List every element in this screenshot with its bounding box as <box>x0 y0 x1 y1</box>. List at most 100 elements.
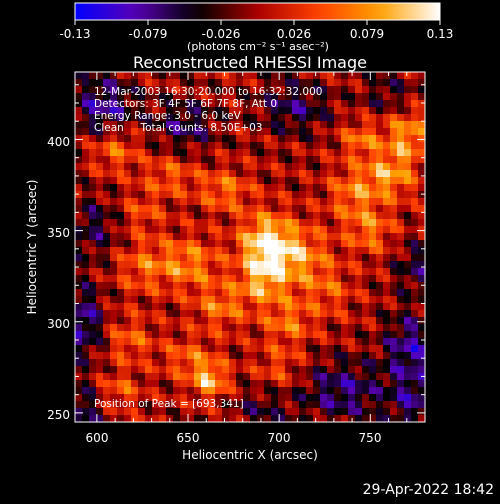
heatmap-pixel <box>313 72 321 80</box>
heatmap-pixel <box>306 177 314 185</box>
heatmap-pixel <box>411 226 419 234</box>
heatmap-pixel <box>75 114 83 122</box>
heatmap-pixel <box>383 317 391 325</box>
heatmap-pixel <box>404 198 412 206</box>
heatmap-pixel <box>397 135 405 143</box>
heatmap-pixel <box>348 401 356 409</box>
heatmap-pixel <box>411 394 419 402</box>
heatmap-pixel <box>306 331 314 339</box>
heatmap-pixel <box>383 233 391 241</box>
heatmap-pixel <box>320 408 328 416</box>
heatmap-pixel <box>327 345 335 353</box>
heatmap-pixel <box>271 205 279 213</box>
heatmap-pixel <box>103 394 111 402</box>
heatmap-pixel <box>201 114 209 122</box>
heatmap-pixel <box>390 275 398 283</box>
heatmap-pixel <box>215 254 223 262</box>
heatmap-pixel <box>222 163 230 171</box>
heatmap-pixel <box>355 135 363 143</box>
heatmap-pixel <box>278 331 286 339</box>
heatmap-pixel <box>278 310 286 318</box>
heatmap-pixel <box>180 121 188 129</box>
heatmap-pixel <box>383 387 391 395</box>
heatmap-pixel <box>236 233 244 241</box>
heatmap-pixel <box>138 345 146 353</box>
heatmap-pixel <box>390 142 398 150</box>
heatmap-pixel <box>75 289 83 297</box>
heatmap-pixel <box>355 205 363 213</box>
heatmap-pixel <box>152 331 160 339</box>
heatmap-pixel <box>271 72 279 80</box>
heatmap-pixel <box>348 212 356 220</box>
heatmap-pixel <box>145 135 153 143</box>
heatmap-pixel <box>124 317 132 325</box>
heatmap-pixel <box>110 317 118 325</box>
heatmap-pixel <box>117 401 125 409</box>
heatmap-pixel <box>355 394 363 402</box>
heatmap-pixel <box>292 380 300 388</box>
heatmap-pixel <box>222 317 230 325</box>
heatmap-pixel <box>103 282 111 290</box>
heatmap-pixel <box>201 212 209 220</box>
x-tick-label: 700 <box>268 431 291 445</box>
heatmap-pixel <box>404 142 412 150</box>
heatmap-pixel <box>103 296 111 304</box>
heatmap-pixel <box>201 177 209 185</box>
heatmap-pixel <box>383 303 391 311</box>
heatmap-pixel <box>271 86 279 94</box>
heatmap-pixel <box>243 310 251 318</box>
heatmap-pixel <box>229 198 237 206</box>
heatmap-pixel <box>236 338 244 346</box>
heatmap-pixel <box>89 163 97 171</box>
heatmap-pixel <box>320 205 328 213</box>
heatmap-pixel <box>411 156 419 164</box>
heatmap-pixel <box>208 303 216 311</box>
heatmap-pixel <box>334 247 342 255</box>
heatmap-pixel <box>89 261 97 269</box>
heatmap-pixel <box>334 380 342 388</box>
heatmap-pixel <box>215 247 223 255</box>
heatmap-pixel <box>418 86 426 94</box>
heatmap-pixel <box>96 121 104 129</box>
heatmap-pixel <box>257 408 265 416</box>
heatmap-pixel <box>229 310 237 318</box>
heatmap-pixel <box>306 387 314 395</box>
heatmap-pixel <box>124 135 132 143</box>
heatmap-pixel <box>250 184 258 192</box>
heatmap-pixel <box>257 401 265 409</box>
heatmap-pixel <box>390 268 398 276</box>
heatmap-pixel <box>201 184 209 192</box>
heatmap-pixel <box>285 191 293 199</box>
heatmap-pixel <box>369 149 377 157</box>
heatmap-pixel <box>159 226 167 234</box>
heatmap-pixel <box>82 93 90 101</box>
heatmap-pixel <box>194 275 202 283</box>
heatmap-pixel <box>138 233 146 241</box>
heatmap-pixel <box>327 149 335 157</box>
heatmap-pixel <box>285 338 293 346</box>
heatmap-pixel <box>138 226 146 234</box>
heatmap-pixel <box>264 205 272 213</box>
heatmap-pixel <box>145 408 153 416</box>
heatmap-pixel <box>418 275 426 283</box>
heatmap-pixel <box>96 93 104 101</box>
heatmap-pixel <box>313 324 321 332</box>
heatmap-pixel <box>194 107 202 115</box>
heatmap-pixel <box>229 401 237 409</box>
heatmap-pixel <box>334 282 342 290</box>
heatmap-pixel <box>194 219 202 227</box>
heatmap-pixel <box>334 72 342 80</box>
heatmap-pixel <box>334 352 342 360</box>
heatmap-pixel <box>264 317 272 325</box>
heatmap-pixel <box>285 331 293 339</box>
heatmap-pixel <box>285 401 293 409</box>
heatmap-pixel <box>173 135 181 143</box>
heatmap-pixel <box>390 380 398 388</box>
heatmap-pixel <box>264 233 272 241</box>
heatmap-pixel <box>201 205 209 213</box>
heatmap-pixel <box>201 79 209 87</box>
heatmap-pixel <box>138 191 146 199</box>
heatmap-pixel <box>320 359 328 367</box>
heatmap-pixel <box>82 408 90 416</box>
heatmap-pixel <box>75 240 83 248</box>
